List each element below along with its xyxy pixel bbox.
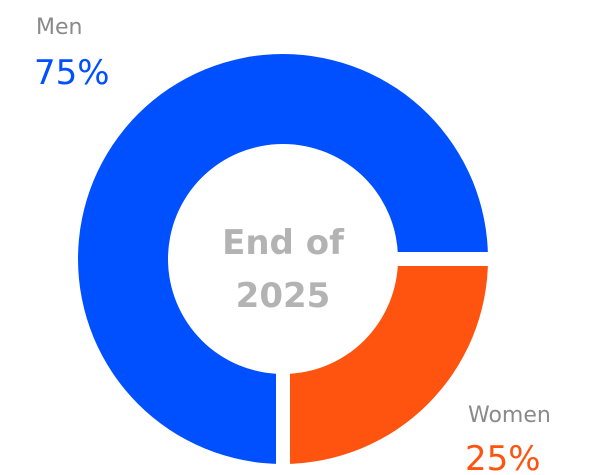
legend-label: Men xyxy=(36,15,82,40)
center-label: 2025 xyxy=(236,276,331,316)
donut-segment xyxy=(78,54,488,464)
value-label: 75% xyxy=(34,53,110,93)
value-label: 25% xyxy=(465,439,541,475)
legend-label: Women xyxy=(468,403,551,428)
center-label: End of xyxy=(222,223,345,263)
donut-segment xyxy=(283,259,488,464)
